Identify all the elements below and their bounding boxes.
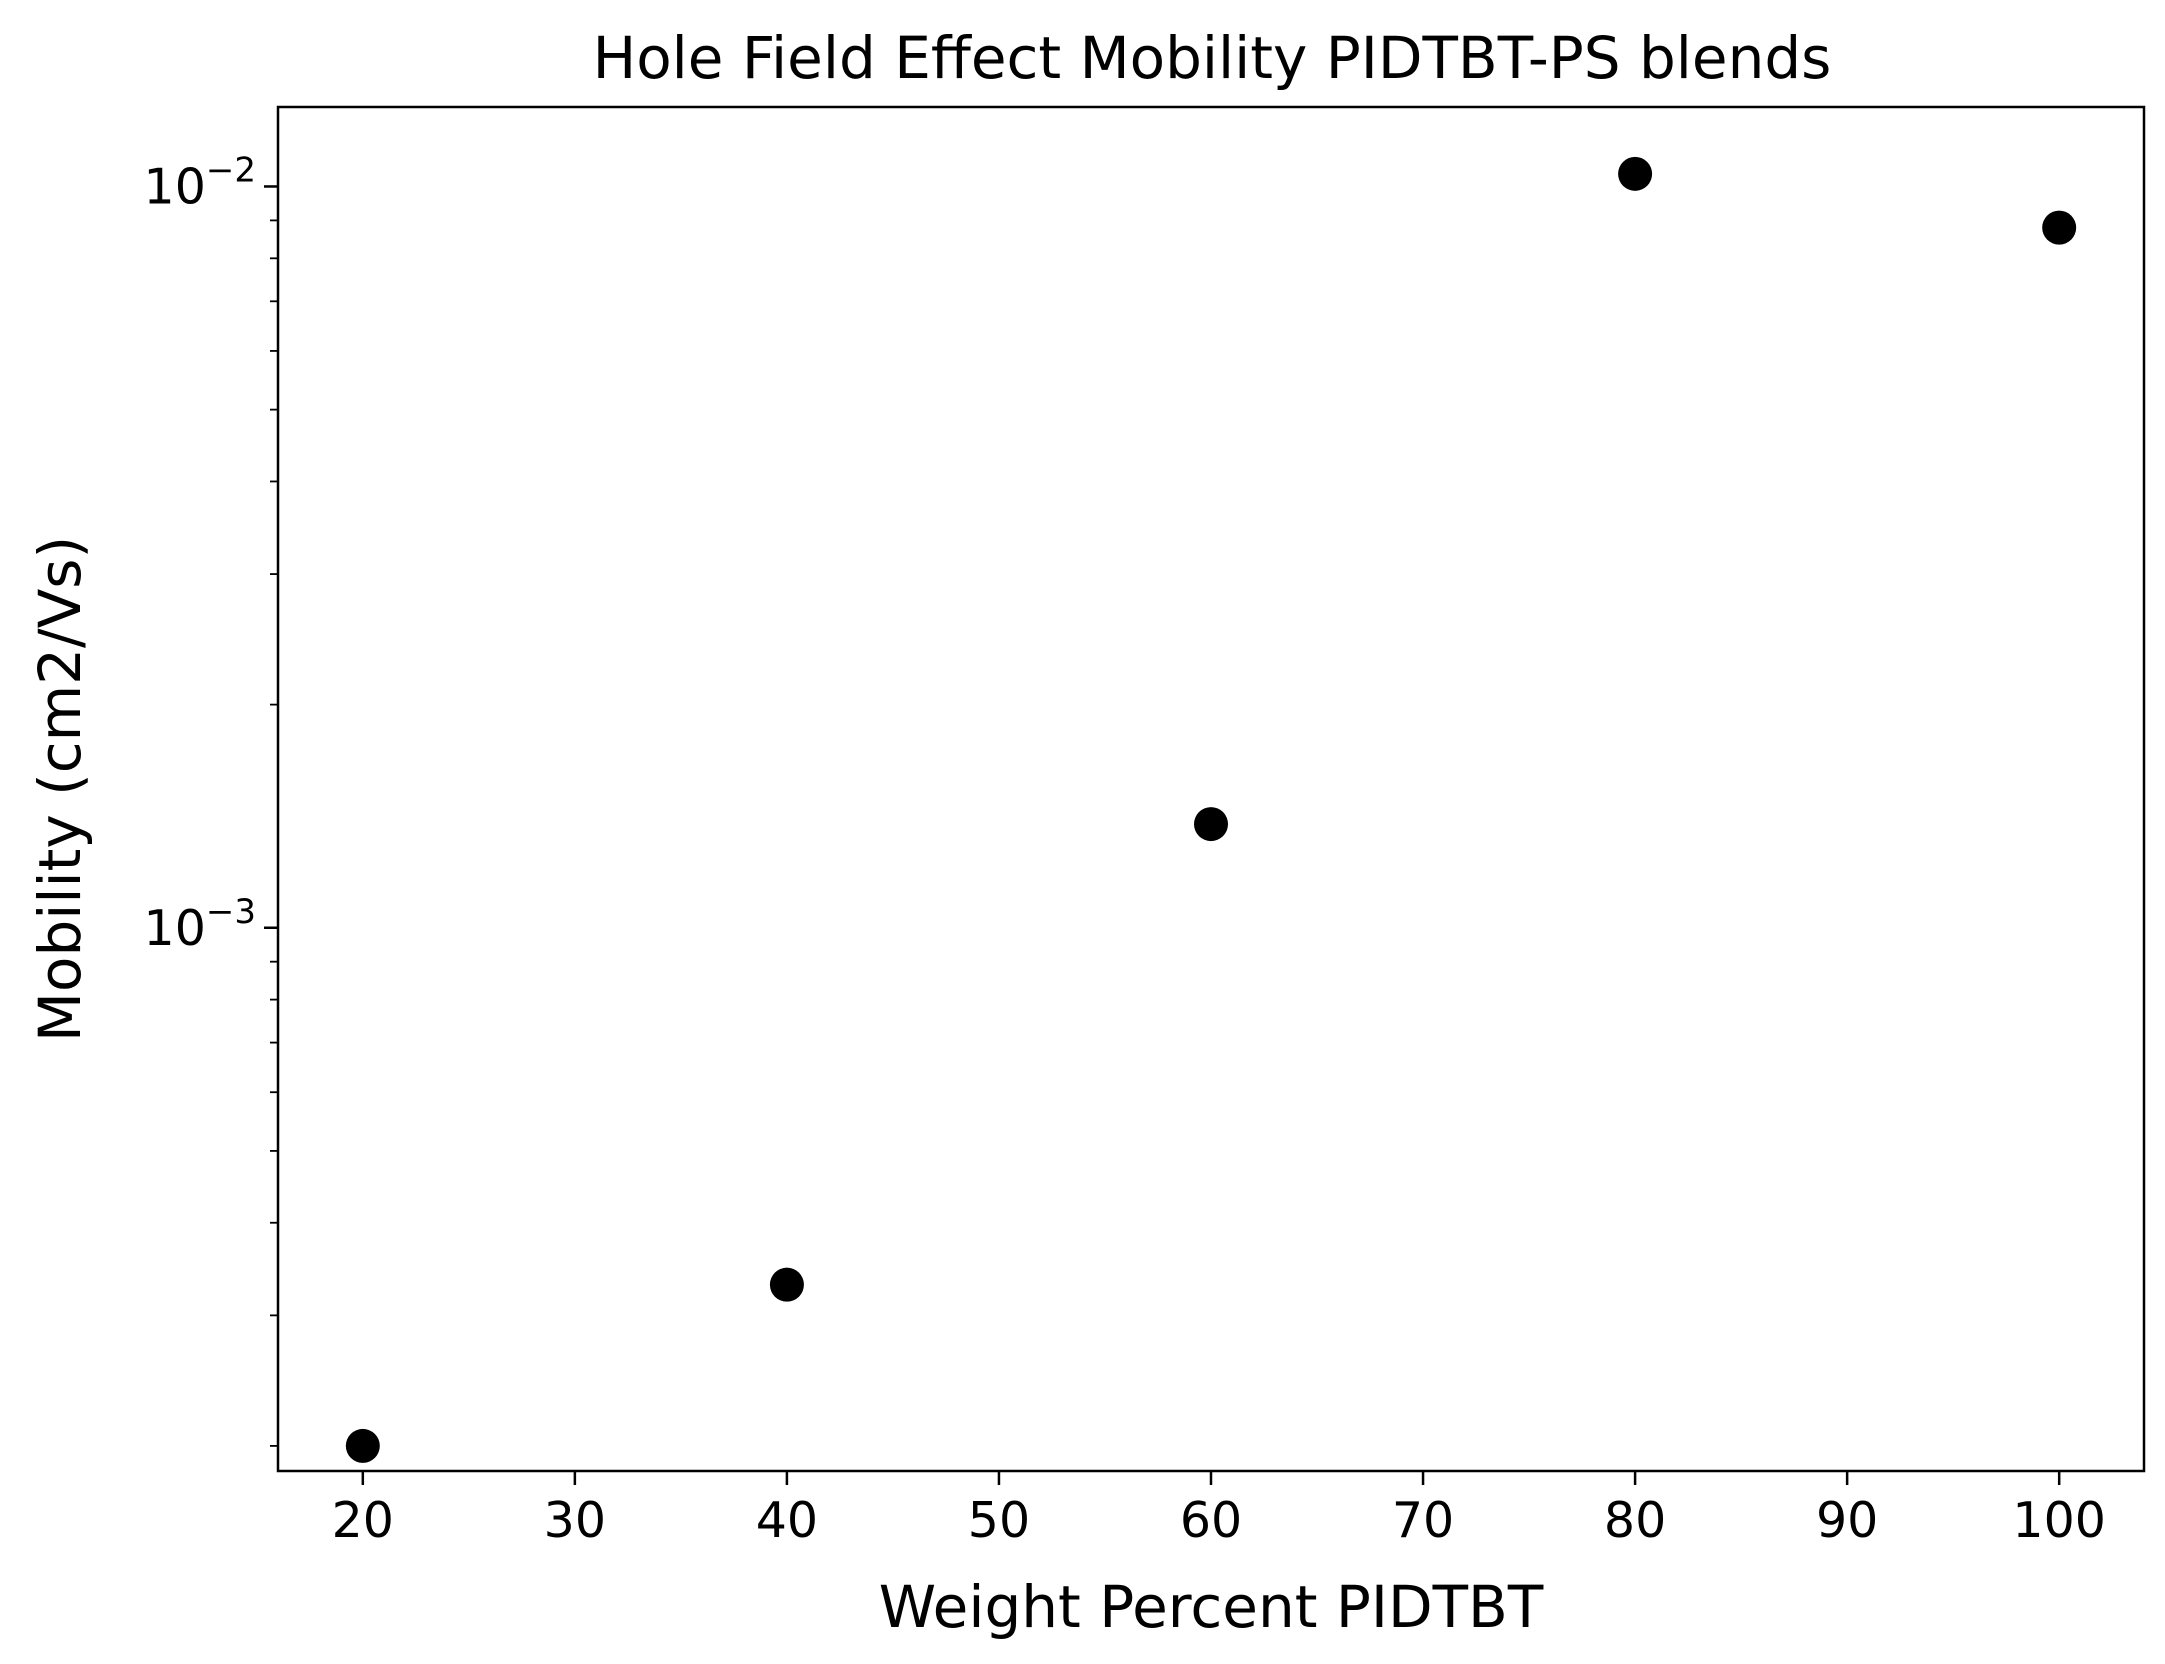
data-point xyxy=(1194,807,1228,842)
y-tick-label: 10−2 xyxy=(144,150,256,215)
x-tick-label: 70 xyxy=(1392,1492,1454,1549)
y-tick-label: 10−3 xyxy=(144,892,256,957)
x-tick-label: 30 xyxy=(544,1492,606,1549)
x-tick-label: 20 xyxy=(332,1492,394,1549)
data-point xyxy=(1618,156,1653,191)
data-point xyxy=(2042,210,2077,245)
x-tick-label: 90 xyxy=(1816,1492,1878,1549)
chart-title: Hole Field Effect Mobility PIDTBT-PS ble… xyxy=(593,24,1832,92)
y-axis-ticks: 10−2 10−3 xyxy=(144,150,278,1447)
x-axis-ticks: 20 30 40 50 60 70 80 90 100 xyxy=(332,1471,2106,1549)
data-point xyxy=(769,1267,804,1302)
x-tick-label: 40 xyxy=(756,1492,818,1549)
x-tick-label: 100 xyxy=(2012,1492,2106,1549)
x-axis-label: Weight Percent PIDTBT xyxy=(879,1573,1544,1641)
x-tick-label: 80 xyxy=(1604,1492,1666,1549)
x-tick-label: 50 xyxy=(968,1492,1030,1549)
axes-frame xyxy=(276,105,2146,1473)
data-points xyxy=(345,156,2077,1463)
y-axis-label: Mobility (cm2/Vs) xyxy=(26,536,94,1042)
data-point xyxy=(345,1428,380,1463)
x-tick-label: 60 xyxy=(1180,1492,1242,1549)
